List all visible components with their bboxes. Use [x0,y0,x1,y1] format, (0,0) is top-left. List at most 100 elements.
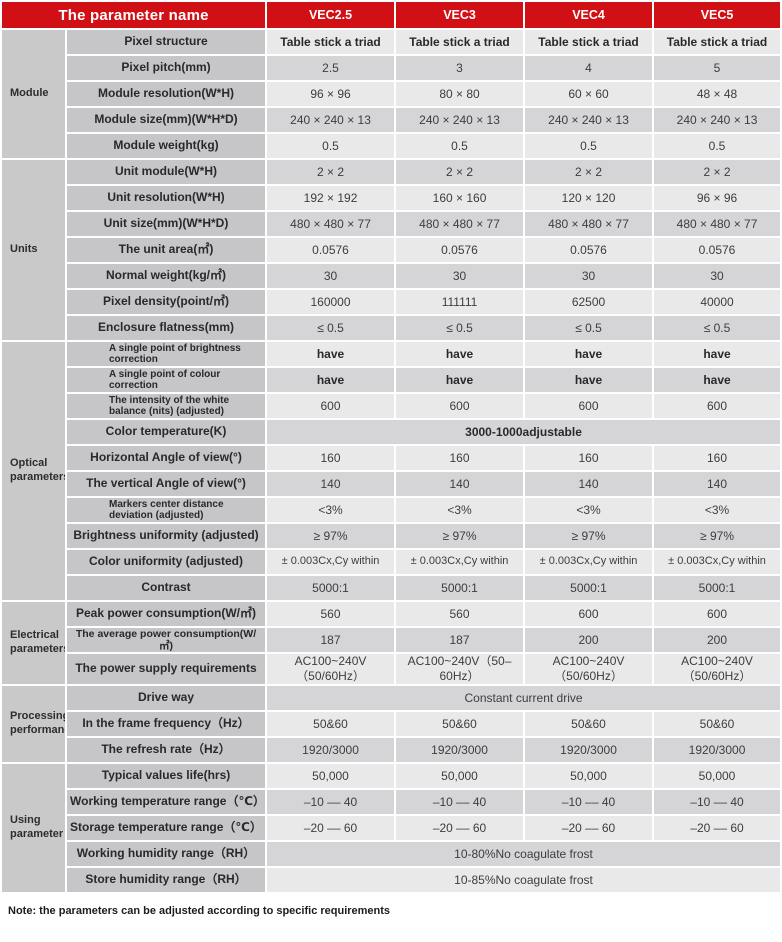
value-cell: 600 [267,394,395,418]
value-cell: 48 × 48 [654,82,781,106]
value-cell: 240 × 240 × 13 [396,108,524,132]
row-label: The average power consumption(W/㎡) [67,628,266,653]
table-row: Unit size(mm)(W*H*D) 480 × 480 × 77 480 × … [2,212,781,236]
value-cell: 1920/3000 [396,738,524,763]
value-cell: 0.5 [654,134,781,158]
value-cell: 4 [525,56,653,80]
value-cell: 30 [267,264,395,288]
value-cell: 50&60 [525,712,653,737]
value-cell: 5000:1 [654,576,781,600]
value-cell: 1920/3000 [267,738,395,763]
value-cell: 62500 [525,290,653,314]
value-cell: 40000 [654,290,781,314]
row-label: The power supply requirements [67,654,266,685]
value-cell: Table stick a triad [525,30,653,54]
value-cell: 240 × 240 × 13 [267,108,395,132]
table-row: Pixel density(point/㎡) 160000 111111 62500 4… [2,290,781,314]
row-label: Horizontal Angle of view(°) [67,446,266,470]
value-cell: ≤ 0.5 [525,316,653,340]
row-label: Normal weight(kg/㎡) [67,264,266,288]
group-label-using-parameter: Using parameter [2,764,65,893]
value-cell: 50&60 [267,712,395,737]
value-cell: –20 –– 60 [396,816,524,841]
value-cell: 30 [396,264,524,288]
row-label: Unit resolution(W*H) [67,186,266,210]
header-parameter-name: The parameter name [2,2,266,28]
value-cell: have [267,342,395,366]
table-row: Module weight(kg) 0.5 0.5 0.5 0.5 [2,134,781,158]
value-cell: 240 × 240 × 13 [525,108,653,132]
value-cell: 187 [267,628,395,653]
value-cell: have [267,368,395,392]
value-cell: 1920/3000 [654,738,781,763]
value-cell: 560 [267,602,395,626]
value-cell: 560 [396,602,524,626]
row-label: In the frame frequency（Hz） [67,712,266,737]
value-cell: 2 × 2 [396,160,524,184]
value-cell: –20 –– 60 [525,816,653,841]
value-cell: 2 × 2 [654,160,781,184]
value-cell: 187 [396,628,524,653]
value-cell: –10 –– 40 [525,790,653,815]
value-cell: ≥ 97% [396,524,524,548]
table-row: Color temperature(K) 3000-1000adjustable [2,420,781,444]
value-cell: 3 [396,56,524,80]
value-cell: 480 × 480 × 77 [525,212,653,236]
value-cell: ≤ 0.5 [396,316,524,340]
row-label: Markers center distance deviation (adjus… [67,498,266,522]
value-cell: 50&60 [396,712,524,737]
value-cell: AC100~240V （50/60Hz） [654,654,781,685]
row-label: A single point of brightness correction [67,342,266,366]
row-label: Module size(mm)(W*H*D) [67,108,266,132]
value-cell: 160 [396,446,524,470]
value-cell: Table stick a triad [396,30,524,54]
header-row: The parameter name VEC2.5 VEC3 VEC4 VEC5 [2,2,781,28]
column-header-vec3: VEC3 [396,2,524,28]
value-cell: <3% [654,498,781,522]
row-label: Peak power consumption(W/㎡) [67,602,266,626]
row-label: Pixel structure [67,30,266,54]
group-label-units: Units [2,160,65,340]
value-cell: 0.5 [396,134,524,158]
value-cell: 50,000 [267,764,395,789]
value-cell: 2 × 2 [525,160,653,184]
row-label: Unit size(mm)(W*H*D) [67,212,266,236]
row-label: Color temperature(K) [67,420,266,444]
spec-table: The parameter name VEC2.5 VEC3 VEC4 VEC5… [2,2,781,893]
value-cell: 2.5 [267,56,395,80]
table-row: The refresh rate（Hz） 1920/3000 1920/3000 19… [2,738,781,763]
column-header-vec5: VEC5 [654,2,781,28]
value-cell: ± 0.003Cx,Cy within [525,550,653,574]
value-cell: 192 × 192 [267,186,395,210]
value-cell: 0.0576 [396,238,524,262]
value-cell: 600 [525,602,653,626]
table-row: The unit area(㎡) 0.0576 0.0576 0.0576 0.0576 [2,238,781,262]
table-row: Optical parameters A single point of brig… [2,342,781,600]
value-cell: 50,000 [654,764,781,789]
table-row: Markers center distance deviation (adjus… [2,498,781,522]
table-row: Store humidity range（RH） 10-85%No coagula… [2,868,781,893]
group-label-electrical-parameters: Electrical parameters [2,602,65,685]
value-cell: <3% [525,498,653,522]
value-cell: 111111 [396,290,524,314]
value-cell: 5000:1 [396,576,524,600]
value-cell: 50,000 [525,764,653,789]
table-row: The vertical Angle of view(°) 140 140 140 14… [2,472,781,496]
value-cell: <3% [267,498,395,522]
value-cell: 5000:1 [525,576,653,600]
value-cell: 2 × 2 [267,160,395,184]
value-cell-span: 10-85%No coagulate frost [267,868,781,893]
group-label-module: Module [2,30,65,158]
row-label: Pixel pitch(mm) [67,56,266,80]
table-row: Pixel pitch(mm) 2.5 3 4 5 [2,56,781,80]
value-cell: 160 × 160 [396,186,524,210]
value-cell: 160000 [267,290,395,314]
value-cell-span: Constant current drive [267,686,781,711]
value-cell: –10 –– 40 [654,790,781,815]
row-label: The unit area(㎡) [67,238,266,262]
group-label-optical-parameters: Optical parameters [2,342,65,600]
group-label-processing-performance: Processing performance [2,686,65,763]
value-cell: ≤ 0.5 [654,316,781,340]
value-cell: 140 [396,472,524,496]
